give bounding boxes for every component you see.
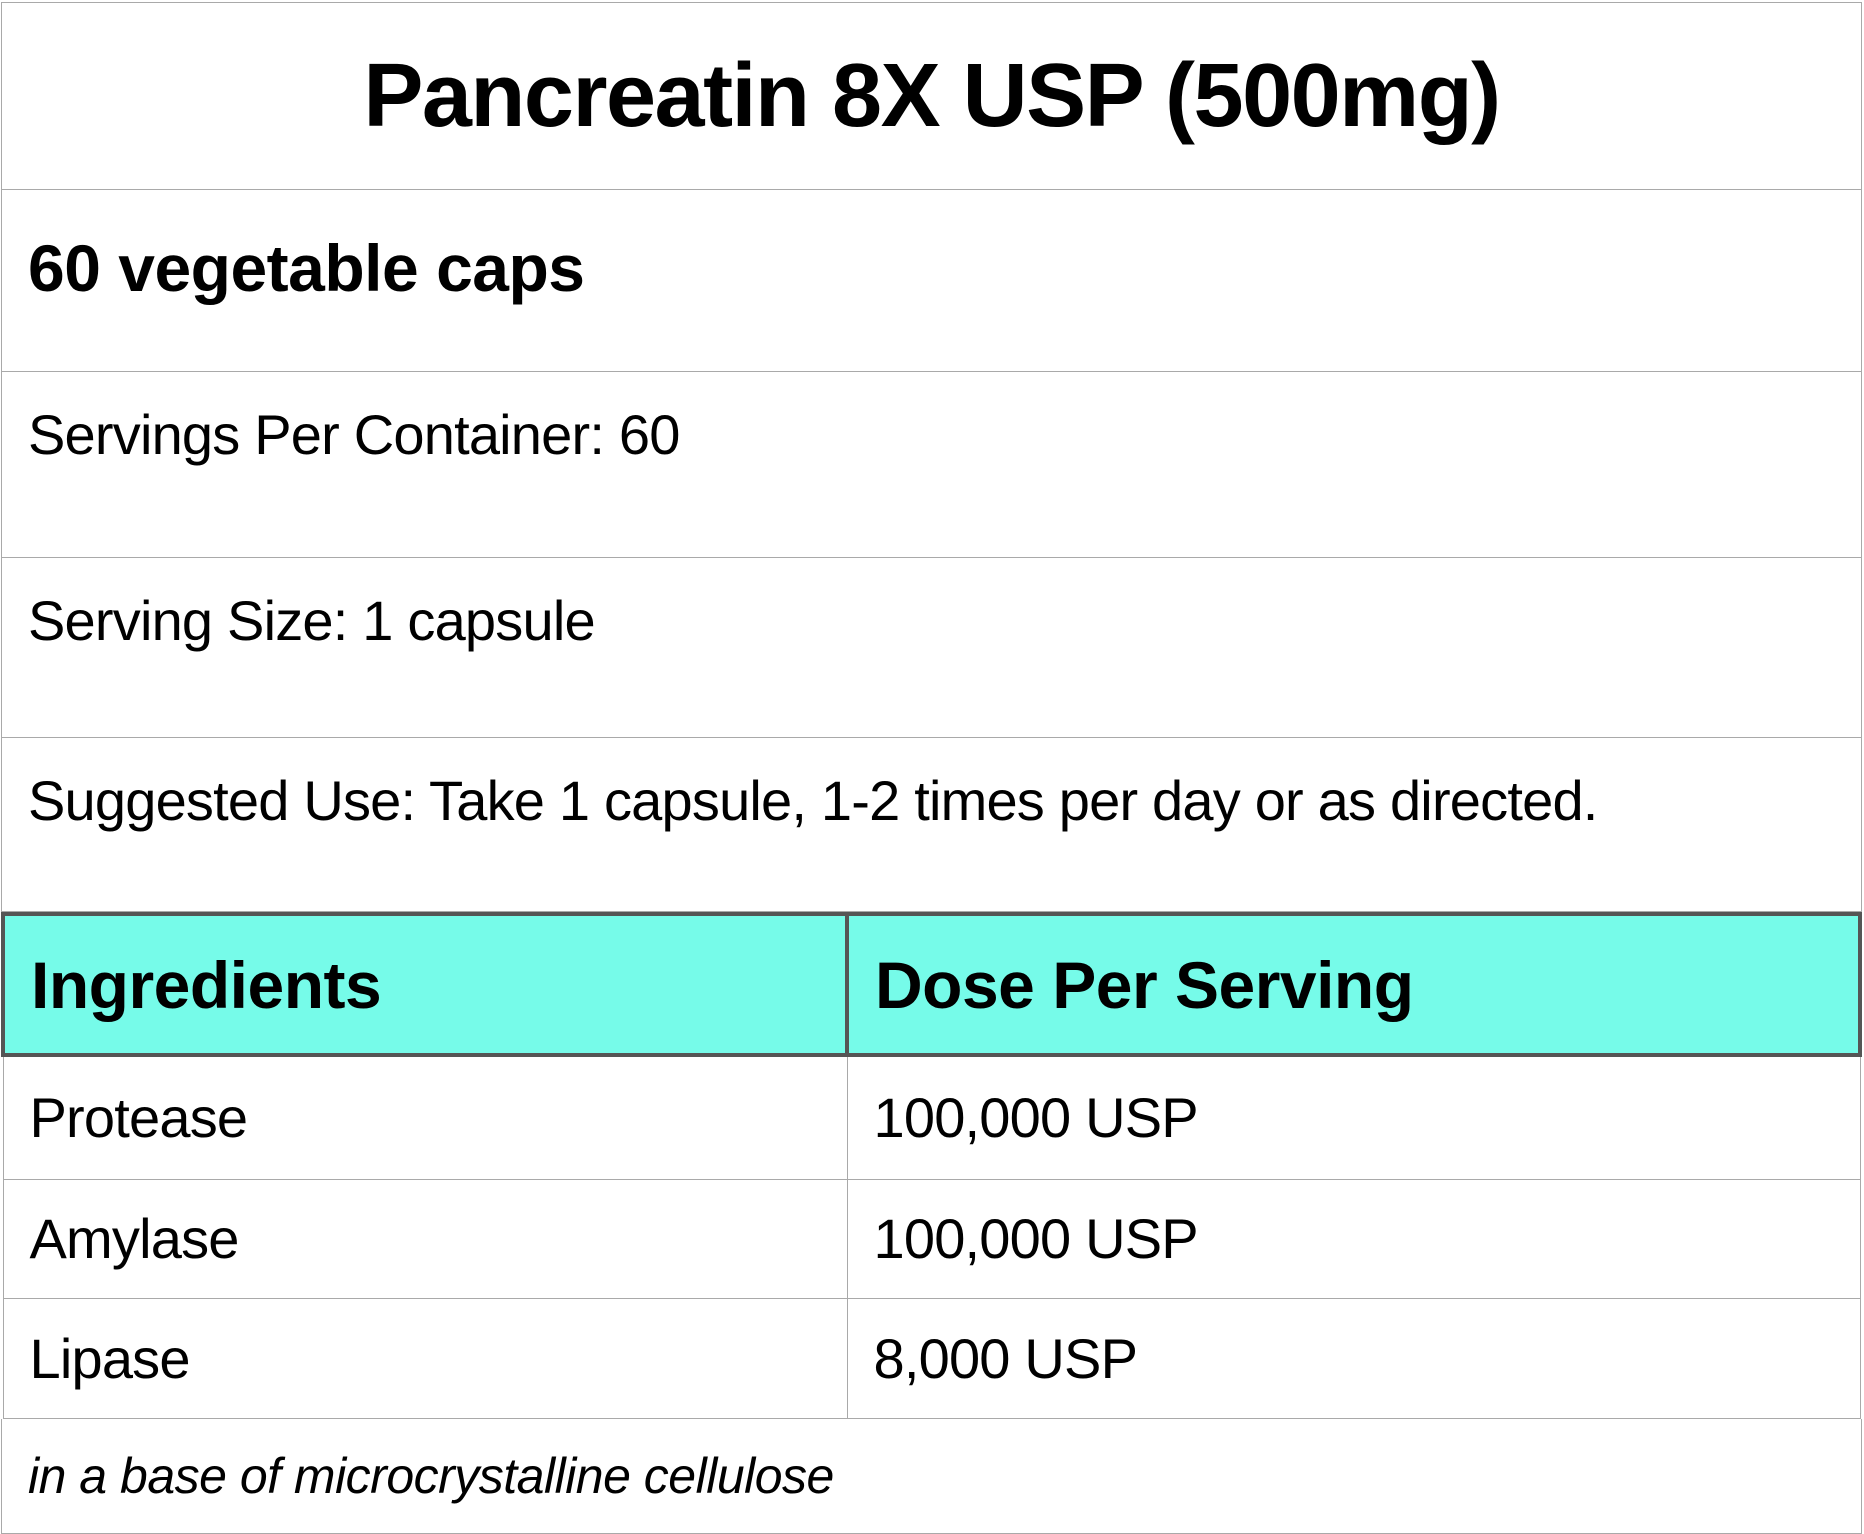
ingredient-name: Lipase	[2, 1297, 848, 1419]
serving-size: Serving Size: 1 capsule	[1, 558, 1862, 738]
table-row: Amylase 100,000 USP	[2, 1178, 1861, 1299]
header-dose: Dose Per Serving	[845, 912, 1862, 1057]
ingredient-dose: 8,000 USP	[846, 1297, 1861, 1419]
table-header-row: Ingredients Dose Per Serving	[1, 912, 1862, 1057]
servings-per-container: Servings Per Container: 60	[1, 372, 1862, 558]
table-row: Lipase 8,000 USP	[2, 1297, 1861, 1419]
ingredient-name: Protease	[2, 1054, 848, 1180]
suggested-use: Suggested Use: Take 1 capsule, 1-2 times…	[1, 738, 1862, 912]
table-row: Protease 100,000 USP	[2, 1054, 1861, 1180]
ingredient-dose: 100,000 USP	[846, 1178, 1861, 1299]
ingredients-table: Ingredients Dose Per Serving Protease 10…	[1, 912, 1862, 1419]
header-ingredients: Ingredients	[1, 912, 849, 1057]
product-title: Pancreatin 8X USP (500mg)	[1, 2, 1862, 190]
ingredient-dose: 100,000 USP	[846, 1054, 1861, 1180]
capsule-count: 60 vegetable caps	[1, 190, 1862, 372]
base-note: in a base of microcrystalline cellulose	[1, 1418, 1862, 1534]
ingredient-name: Amylase	[2, 1178, 848, 1299]
